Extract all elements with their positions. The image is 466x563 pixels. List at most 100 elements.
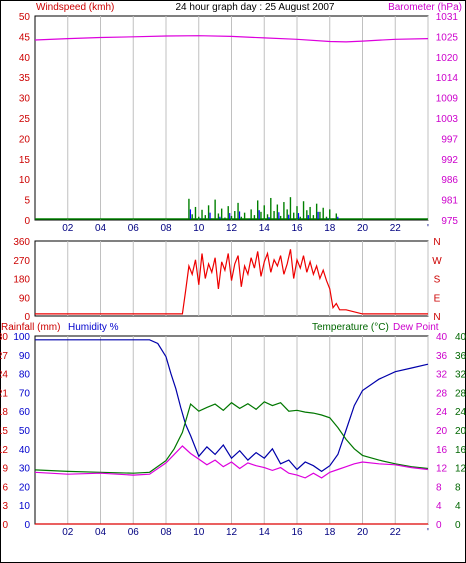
barometer-tick-label: 981 [441,196,458,207]
x-tick-label: 20 [357,527,369,538]
x-tick-label: 04 [95,527,107,538]
x-tick-label: 20 [357,223,369,234]
temperature-tick-label: 12 [455,464,466,475]
x-tick-label: ' [427,223,429,234]
barometer-tick-label: 1020 [436,53,459,64]
dewpoint-tick-label: 32 [436,370,448,381]
temperature-tick-label: 20 [455,426,466,437]
windspeed-tick-label: 40 [19,53,31,64]
windspeed-tick-label: 30 [19,94,31,105]
barometer-tick-label: 975 [441,216,458,227]
dewpoint-tick-label: 28 [436,388,448,399]
x-tick-label: 16 [291,223,303,234]
rainfall-tick-label: 18 [0,407,8,418]
temperature-humidity-panel: 0204060810121416182022'30100404027903636… [0,332,466,538]
barometer-tick-label: 992 [441,155,458,166]
dewpoint-tick-label: 16 [436,445,448,456]
humidity-tick-label: 100 [13,332,30,343]
humidity-tick-label: 50 [19,426,31,437]
humidity-tick-label: 10 [19,501,31,512]
compass-letter: W [432,256,442,267]
barometer-tick-label: 1025 [436,32,459,43]
humidity-tick-label: 30 [19,464,31,475]
dewpoint-axis-label: Dew Point [393,322,439,333]
dewpoint-tick-label: 24 [436,407,448,418]
humidity-line [35,339,429,473]
dewpoint-tick-label: 4 [436,501,442,512]
temperature-tick-label: 36 [455,351,466,362]
barometer-tick-label: 1009 [436,94,459,105]
x-tick-label: 08 [160,223,172,234]
temperature-tick-label: 24 [455,407,466,418]
rainfall-tick-label: 3 [2,501,8,512]
x-tick-label: 18 [324,223,336,234]
windspeed-tick-label: 10 [19,175,31,186]
rainfall-tick-label: 6 [2,482,8,493]
barometer-line [34,35,429,43]
x-tick-label: 08 [160,527,172,538]
humidity-tick-label: 40 [19,445,31,456]
barometer-axis-label: Barometer (hPa) [388,2,462,13]
windspeed-tick-label: 0 [24,216,30,227]
dewpoint-tick-label: 20 [436,426,448,437]
windspeed-tick-label: 45 [19,32,31,43]
dewpoint-tick-label: 8 [436,482,442,493]
humidity-tick-label: 0 [24,520,30,531]
barometer-tick-label: 997 [441,134,458,145]
dewpoint-tick-label: 36 [436,351,448,362]
rainfall-tick-label: 12 [0,445,8,456]
windspeed-tick-label: 50 [19,12,31,23]
x-tick-label: 18 [324,527,336,538]
windspeed-tick-label: 15 [19,155,31,166]
temperature-tick-label: 28 [455,388,466,399]
graph-title: 24 hour graph day : 25 August 2007 [175,2,334,13]
direction-tick-label: 0 [24,312,30,323]
barometer-tick-label: 986 [441,175,458,186]
rainfall-tick-label: 9 [2,464,8,475]
temperature-tick-label: 40 [455,332,466,343]
humidity-axis-label: Humidity % [68,322,119,333]
barometer-tick-label: 1014 [436,73,459,84]
rainfall-tick-label: 30 [0,332,8,343]
humidity-tick-label: 90 [19,351,31,362]
direction-tick-label: 360 [13,237,30,248]
x-tick-label: ' [427,527,429,538]
barometer-tick-label: 1031 [436,12,459,23]
windspeed-tick-label: 20 [19,134,31,145]
x-tick-label: 22 [390,527,402,538]
x-tick-label: 12 [226,527,238,538]
compass-letter: N [433,312,440,323]
windspeed-axis-label: Windspeed (kmh) [36,2,114,13]
rainfall-tick-label: 15 [0,426,8,437]
direction-tick-label: 270 [13,256,30,267]
x-tick-label: 04 [95,223,107,234]
x-tick-label: 02 [62,527,74,538]
temperature-tick-label: 16 [455,445,466,456]
compass-letter: N [433,237,440,248]
compass-letter: E [434,293,441,304]
windspeed-tick-label: 35 [19,73,31,84]
direction-tick-label: 180 [13,275,30,286]
x-tick-label: 22 [390,223,402,234]
dewpoint-tick-label: 40 [436,332,448,343]
direction-line [35,249,428,315]
windspeed-tick-label: 5 [24,196,30,207]
temperature-axis-label: Temperature (°C) [312,322,389,333]
rainfall-tick-label: 27 [0,351,8,362]
rainfall-tick-label: 21 [0,388,8,399]
x-tick-label: 16 [291,527,303,538]
x-tick-label: 10 [193,527,205,538]
x-tick-label: 06 [128,527,140,538]
windspeed-tick-label: 25 [19,114,31,125]
x-tick-label: 02 [62,223,74,234]
temperature-line [34,401,429,474]
rainfall-tick-label: 24 [0,370,8,381]
dewpoint-line [34,445,429,479]
x-tick-label: 12 [226,223,238,234]
humidity-tick-label: 80 [19,370,31,381]
wind-barometer-panel: 02 04 06 08 10 12 14 16 18 20 22'50454035302520151… [19,12,459,234]
temperature-tick-label: 0 [455,520,461,531]
x-tick-label: 10 [193,223,205,234]
